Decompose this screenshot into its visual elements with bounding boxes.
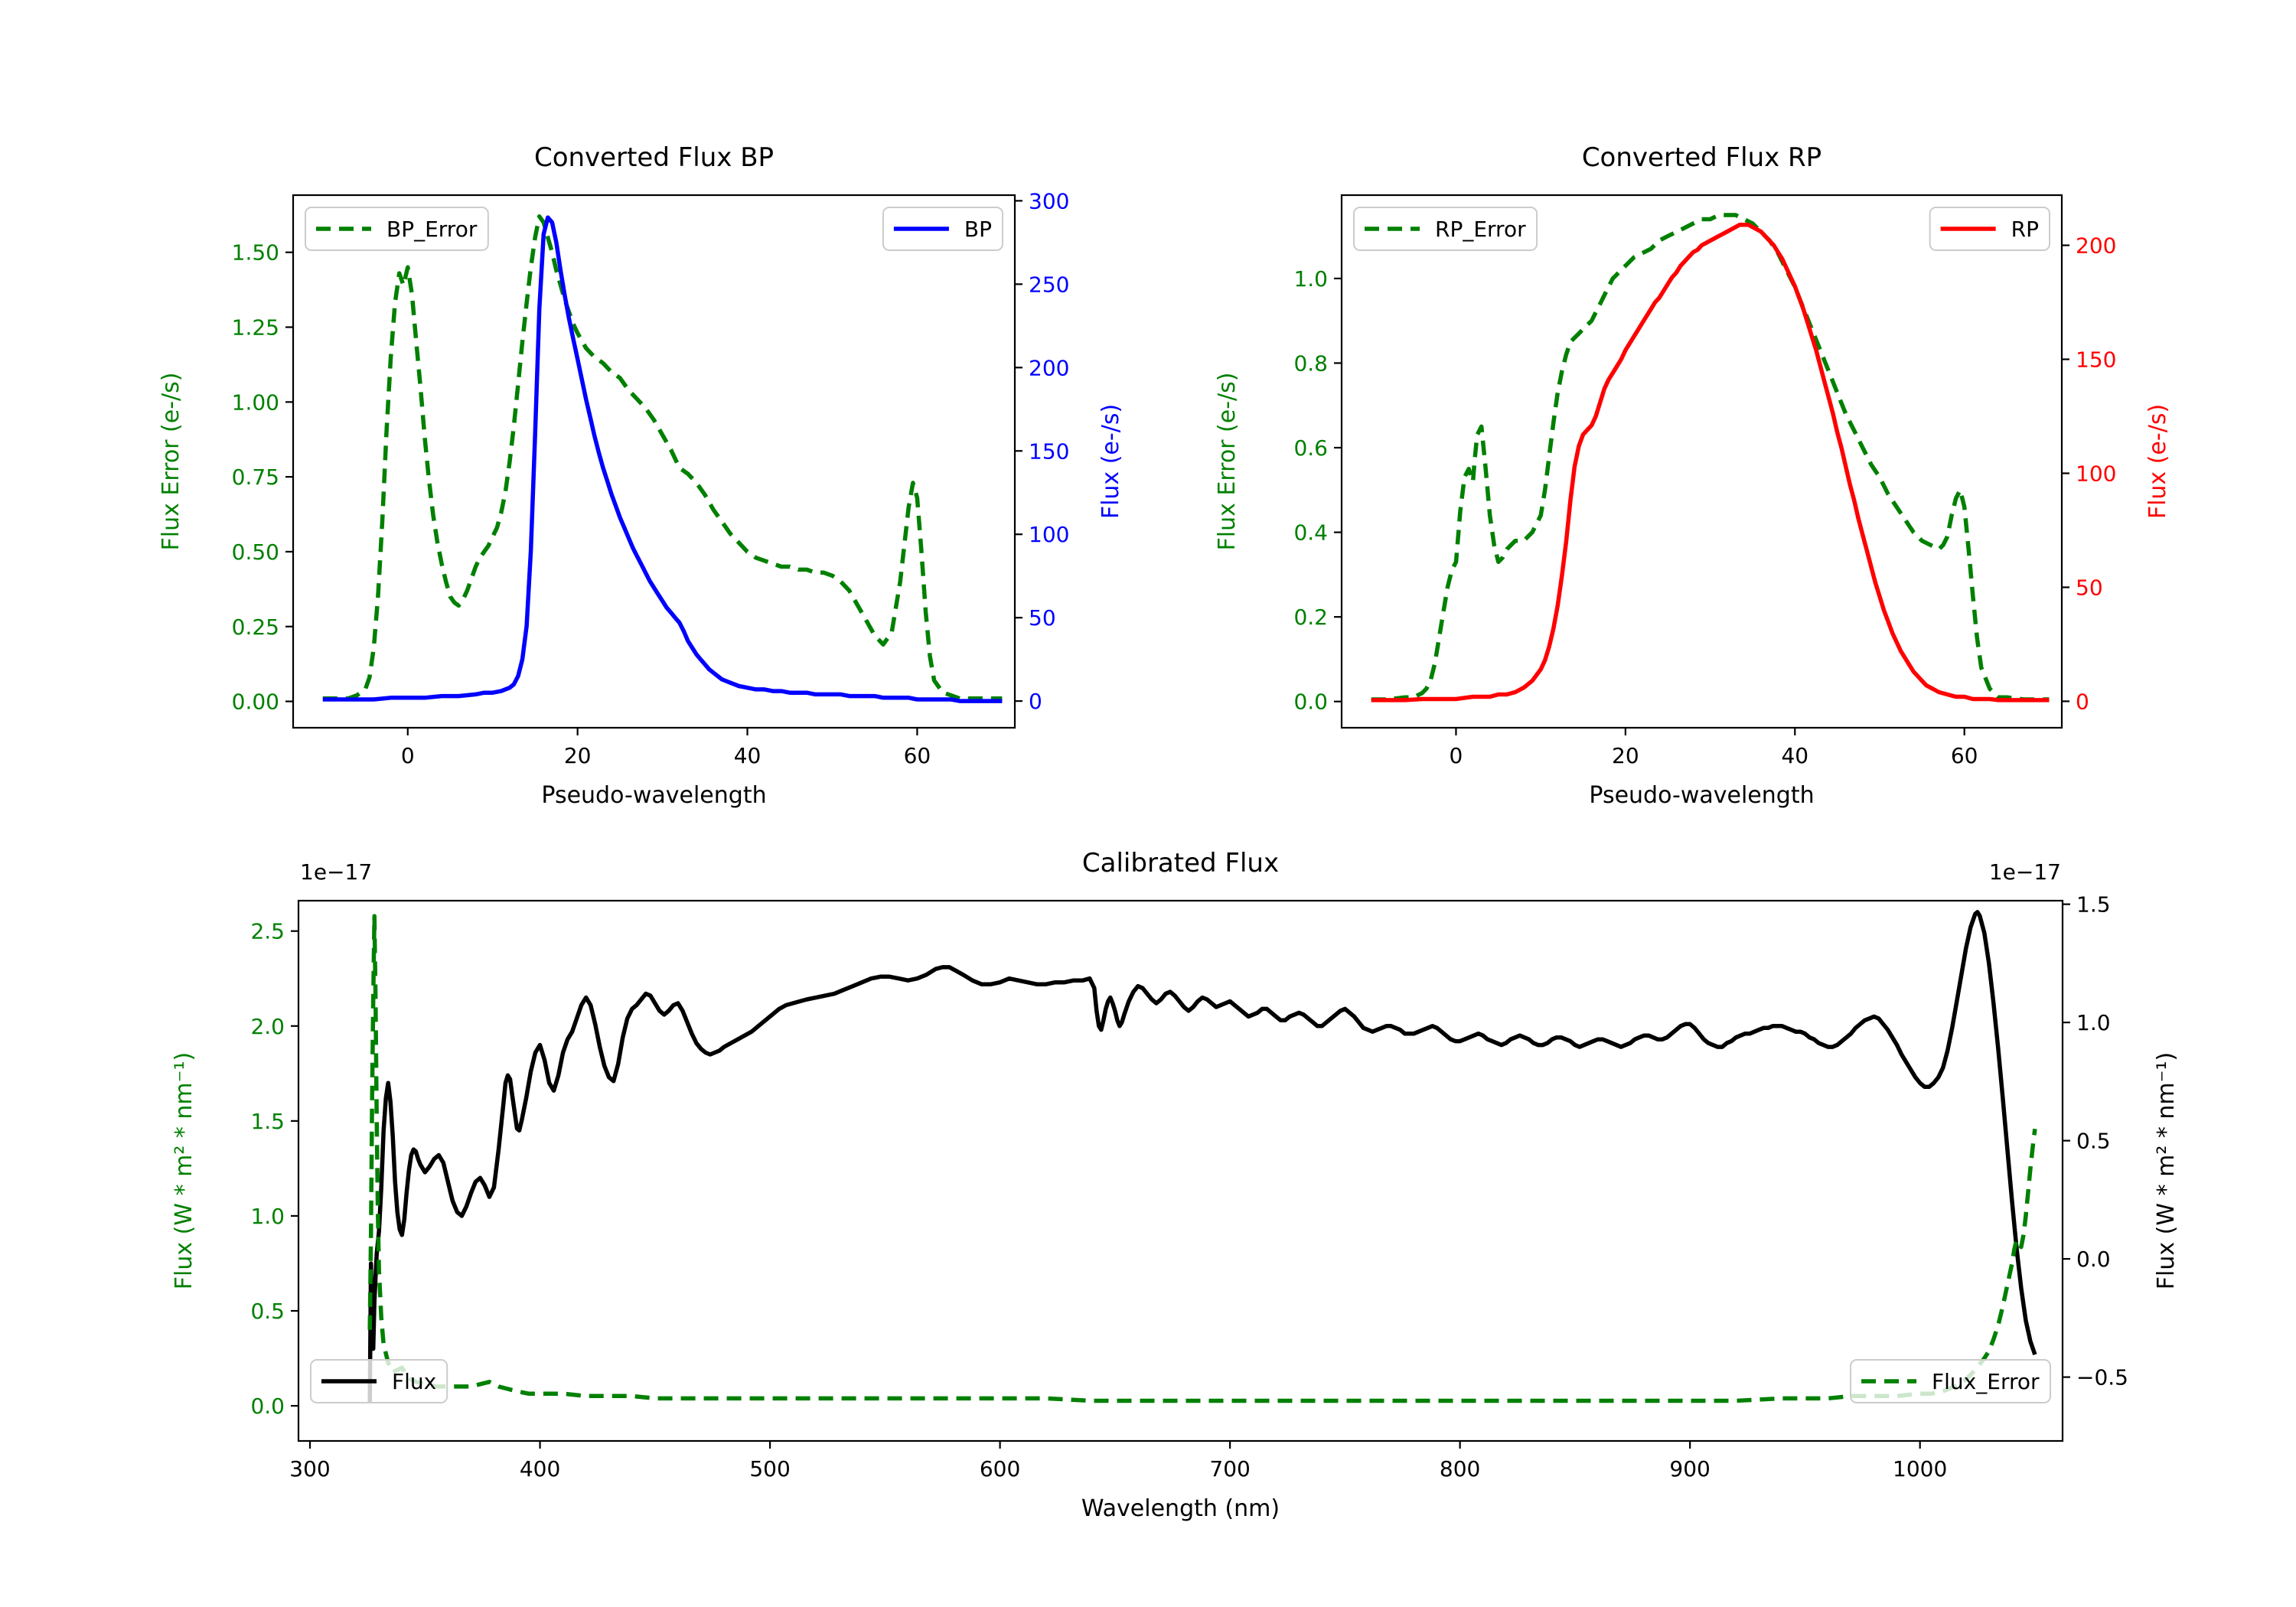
- series-line-flux_error: [367, 914, 2037, 1403]
- legend-box: [305, 207, 489, 251]
- right-tick-label: 100: [2076, 461, 2116, 486]
- right-axis-label: Flux (e-/s): [2144, 404, 2171, 519]
- left-tick-label: 1.00: [232, 390, 279, 415]
- x-tick-label: 0: [1450, 743, 1463, 768]
- right-tick-label: 300: [1029, 188, 1069, 214]
- right-tick-label: 0.0: [2076, 1247, 2111, 1272]
- left-offset-text: 1e−17: [300, 859, 372, 885]
- left-axis-label: Flux Error (e-/s): [158, 373, 184, 551]
- left-tick-label: 1.50: [232, 240, 279, 266]
- chart-title: Converted Flux RP: [1582, 142, 1821, 173]
- chart-title: Converted Flux BP: [534, 142, 774, 173]
- left-axis-label: Flux (W * m² * nm⁻¹): [171, 1052, 197, 1289]
- right-tick-label: 150: [2076, 347, 2116, 373]
- x-tick-label: 800: [1440, 1456, 1480, 1482]
- legend-rp_error: RP_Error: [1353, 207, 1538, 251]
- right-tick-label: 200: [1029, 355, 1069, 380]
- left-tick-label: 0.75: [232, 464, 279, 490]
- right-tick-label: 1.0: [2076, 1010, 2111, 1035]
- legend-bp: BP: [882, 207, 1003, 251]
- legend-bp_error: BP_Error: [305, 207, 489, 251]
- right-axis-label: Flux (W * m² * nm⁻¹): [2153, 1052, 2180, 1289]
- x-tick-label: 500: [749, 1456, 790, 1482]
- chart-title: Calibrated Flux: [1082, 848, 1279, 878]
- legend-label: BP: [964, 217, 992, 242]
- left-tick-label: 0.00: [232, 689, 279, 715]
- axes-spines: [292, 194, 1016, 729]
- axes-spines: [297, 899, 2064, 1442]
- legend-rp: RP: [1929, 207, 2050, 251]
- legend-box: [1353, 207, 1538, 251]
- left-tick-label: 0.2: [1293, 605, 1328, 630]
- axes-calibrated-flux: 300 400 500 600 700 800 900 1000 0.0 0.5 1.0 1.5 2.0…: [171, 848, 2180, 1522]
- left-tick-label: 0.25: [232, 614, 279, 640]
- x-axis-label: Pseudo-wavelength: [1589, 782, 1814, 809]
- left-tick-label: 0.4: [1293, 520, 1328, 546]
- series-line-bp: [322, 215, 1003, 703]
- left-tick-label: 2.0: [250, 1014, 285, 1039]
- legend-label: BP_Error: [386, 217, 478, 242]
- right-tick-label: 50: [1029, 605, 1056, 631]
- x-tick-label: 400: [520, 1456, 560, 1482]
- right-tick-label: 250: [1029, 272, 1069, 297]
- left-tick-label: 1.25: [232, 315, 279, 341]
- left-tick-label: 0.6: [1293, 435, 1328, 461]
- right-axis-label: Flux (e-/s): [1097, 404, 1124, 519]
- legend-label: RP_Error: [1435, 217, 1526, 242]
- left-tick-label: 2.5: [250, 919, 285, 944]
- x-tick-label: 60: [1951, 743, 1978, 768]
- left-tick-label: 0.5: [250, 1299, 285, 1324]
- right-tick-label: 0.5: [2076, 1129, 2111, 1154]
- right-tick-label: 200: [2076, 233, 2116, 259]
- x-tick-label: 40: [734, 743, 762, 768]
- left-tick-label: 0.0: [1293, 689, 1328, 715]
- left-tick-label: 0.8: [1293, 350, 1328, 376]
- right-tick-label: 0: [2076, 689, 2089, 714]
- series-line-bp_error: [322, 214, 1003, 701]
- x-axis-label: Wavelength (nm): [1081, 1495, 1280, 1522]
- x-tick-label: 40: [1781, 743, 1808, 768]
- legend-box: [1850, 1359, 2051, 1403]
- x-tick-label: 900: [1669, 1456, 1710, 1482]
- right-tick-label: −0.5: [2076, 1365, 2128, 1390]
- series-line-rp: [1371, 222, 2050, 702]
- right-tick-label: 50: [2076, 575, 2103, 600]
- legend-flux: Flux: [310, 1359, 448, 1403]
- legend-label: Flux: [392, 1369, 436, 1394]
- left-axis-label: Flux Error (e-/s): [1214, 373, 1241, 551]
- left-tick-label: 1.0: [250, 1204, 285, 1229]
- x-tick-label: 0: [401, 743, 415, 768]
- right-tick-label: 1.5: [2076, 892, 2111, 918]
- x-tick-label: 600: [980, 1456, 1020, 1482]
- legend-label: RP: [2011, 217, 2039, 242]
- right-tick-label: 100: [1029, 522, 1069, 547]
- x-axis-label: Pseudo-wavelength: [541, 782, 766, 809]
- right-offset-text: 1e−17: [1989, 859, 2061, 885]
- series-line-rp_error: [1371, 213, 2050, 702]
- left-tick-label: 0.0: [250, 1393, 285, 1419]
- right-tick-label: 0: [1029, 689, 1042, 714]
- left-tick-label: 1.5: [250, 1109, 285, 1134]
- x-tick-label: 20: [1612, 743, 1639, 768]
- series-line-flux: [367, 910, 2037, 1403]
- legend-flux_error: Flux_Error: [1850, 1359, 2051, 1403]
- legend-label: Flux_Error: [1932, 1369, 2040, 1394]
- axes-converted-flux-rp: 0 20 40 60 0.0 0.2 0.4 0.6 0.8 1.0 0 50 100 150 200 Pse…: [1214, 142, 2171, 809]
- x-tick-label: 60: [904, 743, 931, 768]
- x-tick-label: 300: [289, 1456, 330, 1482]
- axes-spines: [1340, 194, 2063, 729]
- x-tick-label: 1000: [1893, 1456, 1947, 1482]
- left-tick-label: 0.50: [232, 539, 279, 565]
- legend-box: [310, 1359, 448, 1403]
- axes-converted-flux-bp: 0 20 40 60 0.00 0.25 0.50 0.75 1.00 1.25 1.50 0 50 10…: [158, 142, 1124, 809]
- left-tick-label: 1.0: [1293, 266, 1328, 292]
- x-tick-label: 20: [564, 743, 592, 768]
- x-tick-label: 700: [1209, 1456, 1250, 1482]
- right-tick-label: 150: [1029, 438, 1069, 464]
